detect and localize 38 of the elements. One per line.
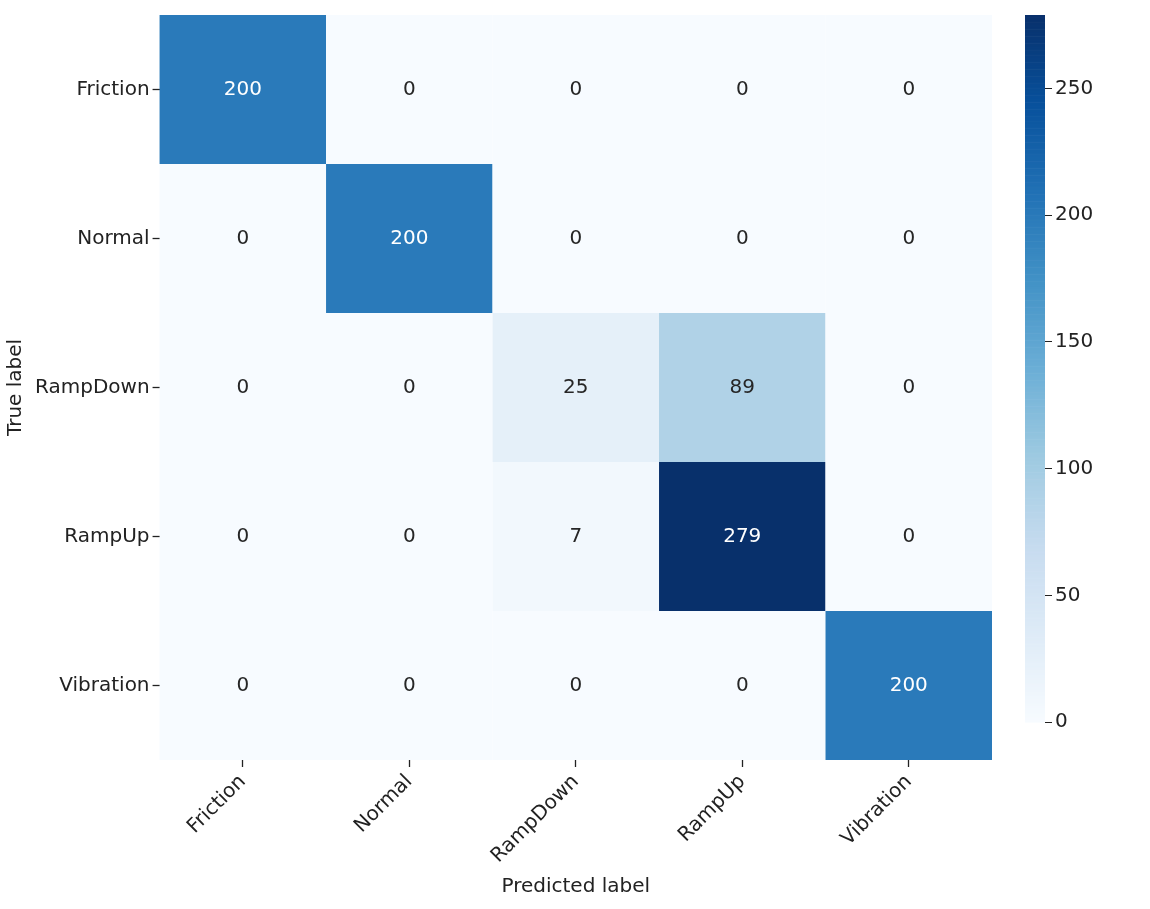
data-label: 0 [735, 75, 749, 100]
color-bar-label: 0 [1055, 708, 1068, 733]
data-label: 89 [729, 373, 755, 398]
data-label: 25 [563, 373, 589, 398]
color-bar-label: 250 [1055, 74, 1094, 99]
y-tick-label: Normal [77, 224, 150, 249]
data-label: 0 [236, 373, 250, 398]
y-axis-title: True label [2, 338, 27, 438]
y-tick-label: Friction [76, 75, 150, 100]
data-label: 0 [902, 522, 916, 547]
data-label: 0 [236, 522, 250, 547]
y-tick-label: Vibration [59, 671, 150, 696]
data-label: 0 [402, 373, 416, 398]
color-bar-label: 200 [1055, 201, 1094, 226]
data-label: 200 [889, 671, 928, 696]
data-label: 0 [735, 224, 749, 249]
y-tick-label: RampUp [64, 522, 150, 547]
data-label: 0 [902, 75, 916, 100]
data-label: 0 [236, 671, 250, 696]
data-label: 200 [390, 224, 429, 249]
data-label: 0 [569, 75, 583, 100]
data-label: 0 [402, 671, 416, 696]
data-label: 0 [236, 224, 250, 249]
data-label: 0 [402, 522, 416, 547]
y-tick-label: RampDown [35, 373, 150, 398]
color-bar-label: 150 [1055, 328, 1094, 353]
data-label: 0 [902, 373, 916, 398]
data-label: 0 [902, 224, 916, 249]
data-label: 200 [223, 75, 262, 100]
x-axis-title: Predicted label [501, 873, 651, 898]
color-bar-label: 50 [1055, 581, 1081, 606]
data-label: 0 [402, 75, 416, 100]
data-label: 0 [735, 671, 749, 696]
data-label: 0 [569, 224, 583, 249]
data-label: 0 [569, 671, 583, 696]
data-label: 7 [569, 522, 583, 547]
color-bar-label: 100 [1055, 454, 1094, 479]
data-label: 279 [723, 522, 762, 547]
